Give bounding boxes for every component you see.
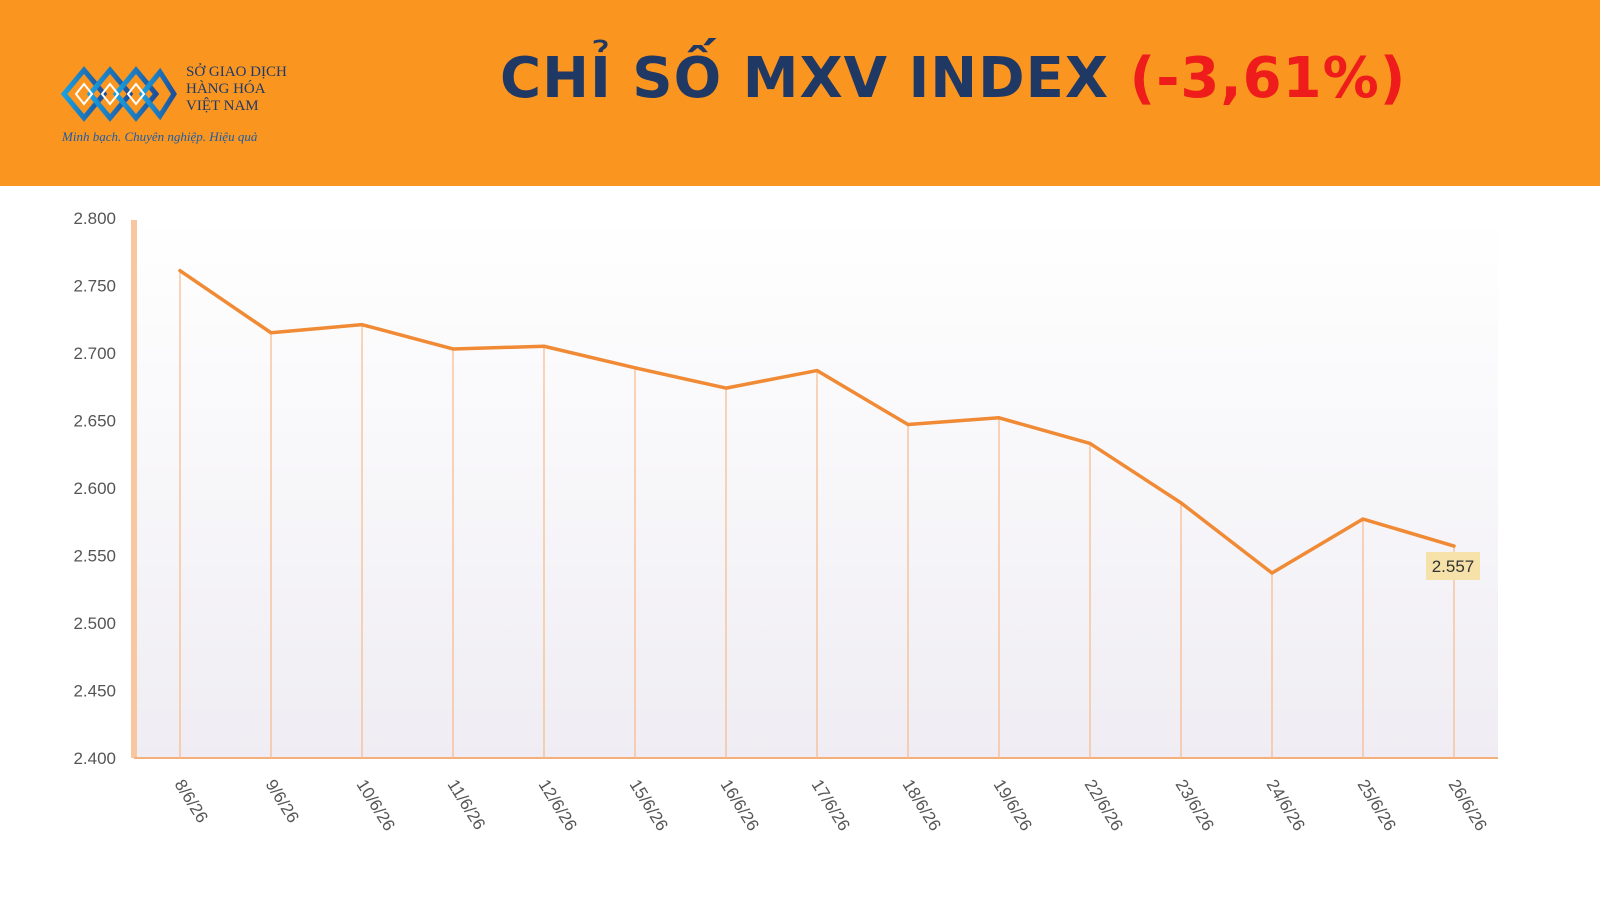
title-main: CHỈ SỐ MXV INDEX xyxy=(500,46,1130,111)
x-tick-label: 24/6/26 xyxy=(1263,776,1309,834)
x-tick-label: 9/6/26 xyxy=(262,776,303,826)
x-tick-label: 11/6/26 xyxy=(444,776,490,833)
data-point xyxy=(360,323,364,327)
data-point xyxy=(724,386,728,390)
data-point xyxy=(1270,571,1274,575)
x-tick-label: 15/6/26 xyxy=(626,776,672,834)
data-point xyxy=(1179,501,1183,505)
x-tick-label: 22/6/26 xyxy=(1081,776,1127,834)
data-point xyxy=(542,344,546,348)
y-tick-label: 2.500 xyxy=(73,614,116,633)
plot-background xyxy=(134,216,1498,758)
chart-area: 2.800 2.750 2.700 2.650 2.600 2.550 2.500 2.450… xyxy=(0,186,1600,900)
y-axis: 2.800 2.750 2.700 2.650 2.600 2.550 2.500 2.450… xyxy=(73,209,1498,768)
line-chart: 2.800 2.750 2.700 2.650 2.600 2.550 2.500 2.450… xyxy=(73,209,1498,834)
data-point xyxy=(178,269,182,273)
x-tick-label: 18/6/26 xyxy=(899,776,945,834)
mxv-logo-icon xyxy=(60,66,177,122)
data-point xyxy=(997,416,1001,420)
data-point xyxy=(815,369,819,373)
x-tick-label: 10/6/26 xyxy=(353,776,399,834)
data-point xyxy=(633,366,637,370)
y-tick-label: 2.700 xyxy=(73,344,116,363)
data-point xyxy=(1361,517,1365,521)
y-tick-label: 2.400 xyxy=(73,749,116,768)
data-point xyxy=(1452,544,1456,548)
org-slogan: Minh bạch. Chuyên nghiệp. Hiệu quả xyxy=(62,129,258,144)
org-name: SỞ GIAO DỊCH HÀNG HÓA VIỆT NAM xyxy=(186,64,287,114)
data-point xyxy=(269,331,273,335)
last-value-label: 2.557 xyxy=(1432,557,1475,576)
y-tick-label: 2.450 xyxy=(73,682,116,701)
last-value-badge: 2.557 xyxy=(1426,552,1480,581)
x-tick-label: 16/6/26 xyxy=(717,776,763,834)
x-tick-label: 17/6/26 xyxy=(808,776,854,834)
data-point xyxy=(906,423,910,427)
y-tick-label: 2.550 xyxy=(73,547,116,566)
data-point xyxy=(1088,441,1092,445)
header-banner: SỞ GIAO DỊCH HÀNG HÓA VIỆT NAM Minh bạch… xyxy=(0,0,1600,186)
x-tick-label: 12/6/26 xyxy=(535,776,581,834)
title-change: (-3,61%) xyxy=(1129,46,1407,111)
series-line-group xyxy=(178,268,1456,575)
x-tick-label: 19/6/26 xyxy=(990,776,1036,834)
chart-title: CHỈ SỐ MXV INDEX (-3,61%) xyxy=(500,46,1405,111)
y-axis-line xyxy=(131,220,137,758)
y-tick-label: 2.800 xyxy=(73,209,116,228)
value-badge-bg xyxy=(1426,552,1480,581)
y-tick-label: 2.650 xyxy=(73,412,116,431)
x-tick-label: 25/6/26 xyxy=(1354,776,1400,834)
y-tick-label: 2.600 xyxy=(73,479,116,498)
x-axis: 8/6/26 9/6/26 10/6/26 11/6/26 12/6/26 15/6/26… xyxy=(171,776,1491,834)
y-tick-label: 2.750 xyxy=(73,277,116,296)
x-tick-label: 26/6/26 xyxy=(1445,776,1491,834)
exchange-logo: SỞ GIAO DỊCH HÀNG HÓA VIỆT NAM Minh bạch… xyxy=(60,58,300,148)
data-point xyxy=(451,347,455,351)
x-tick-label: 8/6/26 xyxy=(171,776,212,826)
drop-lines xyxy=(179,270,1455,758)
x-tick-label: 23/6/26 xyxy=(1172,776,1218,834)
